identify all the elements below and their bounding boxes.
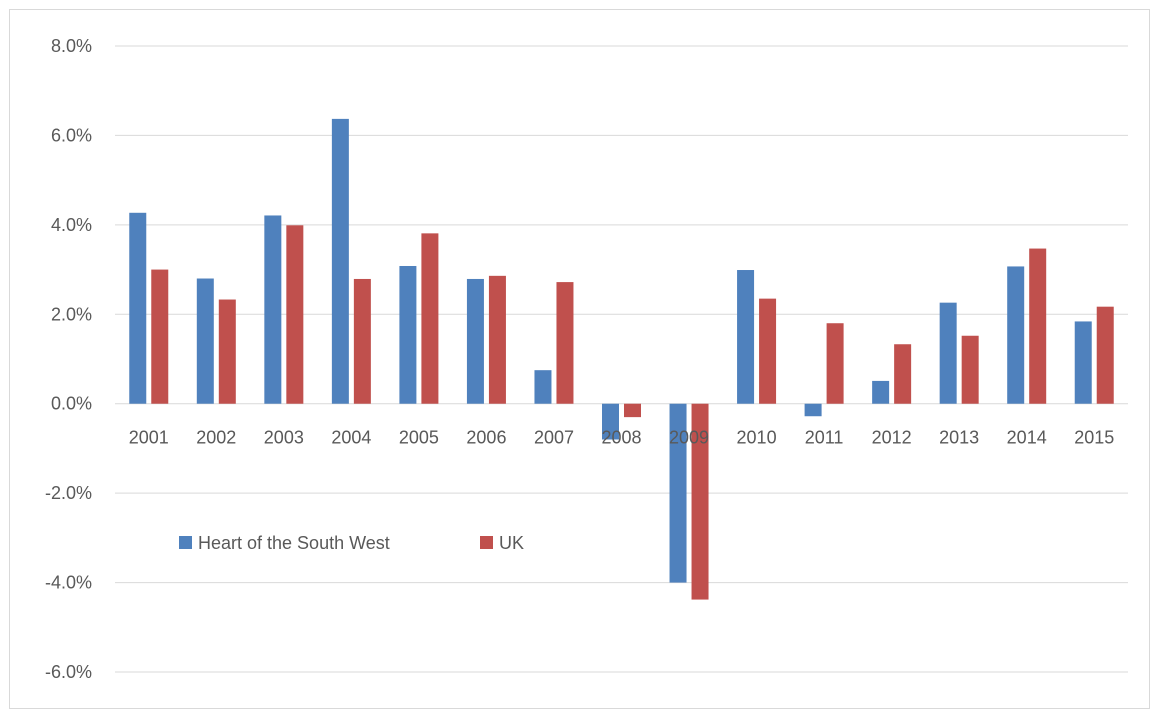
y-tick-label: 4.0% [51, 215, 92, 235]
bar-hotsw-2011 [804, 403, 822, 417]
legend-label: UK [499, 533, 524, 553]
x-category-label: 2001 [129, 428, 169, 448]
y-tick-label: -4.0% [45, 573, 92, 593]
x-axis: 2001 2002 2003 2004 2005 2006 2007 2008 2009 2010… [129, 428, 1115, 448]
x-category-label: 2003 [264, 428, 304, 448]
bar-uk-2005 [421, 233, 439, 404]
bar-hotsw-2006 [466, 278, 484, 404]
bar-chart: 8.0% 6.0% 4.0% 2.0% 0.0% -2.0% -4.0% -6.0% 2001… [45, 36, 1128, 682]
x-category-label: 2013 [939, 428, 979, 448]
x-category-label: 2012 [872, 428, 912, 448]
bar-uk-2009 [691, 403, 709, 600]
bar-uk-2002 [218, 299, 236, 404]
y-tick-label: 2.0% [51, 304, 92, 324]
x-category-label: 2014 [1007, 428, 1047, 448]
bar-uk-2015 [1096, 306, 1114, 404]
gridlines [115, 45, 1128, 673]
x-category-label: 2005 [399, 428, 439, 448]
bar-hotsw-2007 [534, 370, 552, 404]
bar-uk-2012 [894, 344, 912, 404]
bar-hotsw-2004 [331, 118, 349, 404]
bar-hotsw-2002 [196, 278, 214, 404]
y-tick-label: -6.0% [45, 662, 92, 682]
y-tick-label: 6.0% [51, 125, 92, 145]
bar-hotsw-2001 [129, 212, 147, 404]
bar-uk-2001 [151, 269, 169, 404]
bar-hotsw-2012 [872, 380, 890, 404]
bar-hotsw-2008 [602, 403, 619, 440]
bar-uk-2013 [961, 335, 979, 404]
bar-hotsw-2009 [669, 403, 687, 583]
x-category-label: 2007 [534, 428, 574, 448]
legend-swatch [480, 536, 493, 549]
bar-hotsw-2014 [1007, 266, 1025, 404]
bar-hotsw-2010 [737, 270, 755, 404]
legend-swatch [179, 536, 192, 549]
bars [129, 118, 1114, 600]
y-tick-label: -2.0% [45, 483, 92, 503]
y-axis: 8.0% 6.0% 4.0% 2.0% 0.0% -2.0% -4.0% -6.0% [45, 36, 92, 682]
y-tick-label: 8.0% [51, 36, 92, 56]
bar-uk-2008 [624, 403, 641, 418]
bar-hotsw-2013 [939, 302, 957, 404]
x-category-label: 2006 [466, 428, 506, 448]
y-tick-label: 0.0% [51, 394, 92, 414]
legend: Heart of the South West UK [179, 533, 524, 553]
bar-uk-2010 [759, 298, 777, 404]
x-category-label: 2009 [669, 428, 709, 448]
bar-uk-2007 [556, 282, 574, 404]
bar-hotsw-2005 [399, 265, 417, 404]
x-category-label: 2004 [331, 428, 371, 448]
bar-uk-2011 [826, 323, 844, 404]
bar-uk-2003 [286, 225, 304, 404]
x-category-label: 2002 [196, 428, 236, 448]
x-category-label: 2008 [601, 428, 641, 448]
bar-hotsw-2015 [1074, 321, 1092, 404]
bar-hotsw-2003 [264, 215, 282, 404]
bar-uk-2006 [488, 275, 506, 404]
x-category-label: 2010 [737, 428, 777, 448]
bar-uk-2014 [1029, 248, 1047, 404]
x-category-label: 2011 [805, 428, 844, 448]
x-category-label: 2015 [1074, 428, 1114, 448]
bar-uk-2004 [353, 278, 371, 404]
legend-label: Heart of the South West [198, 533, 390, 553]
